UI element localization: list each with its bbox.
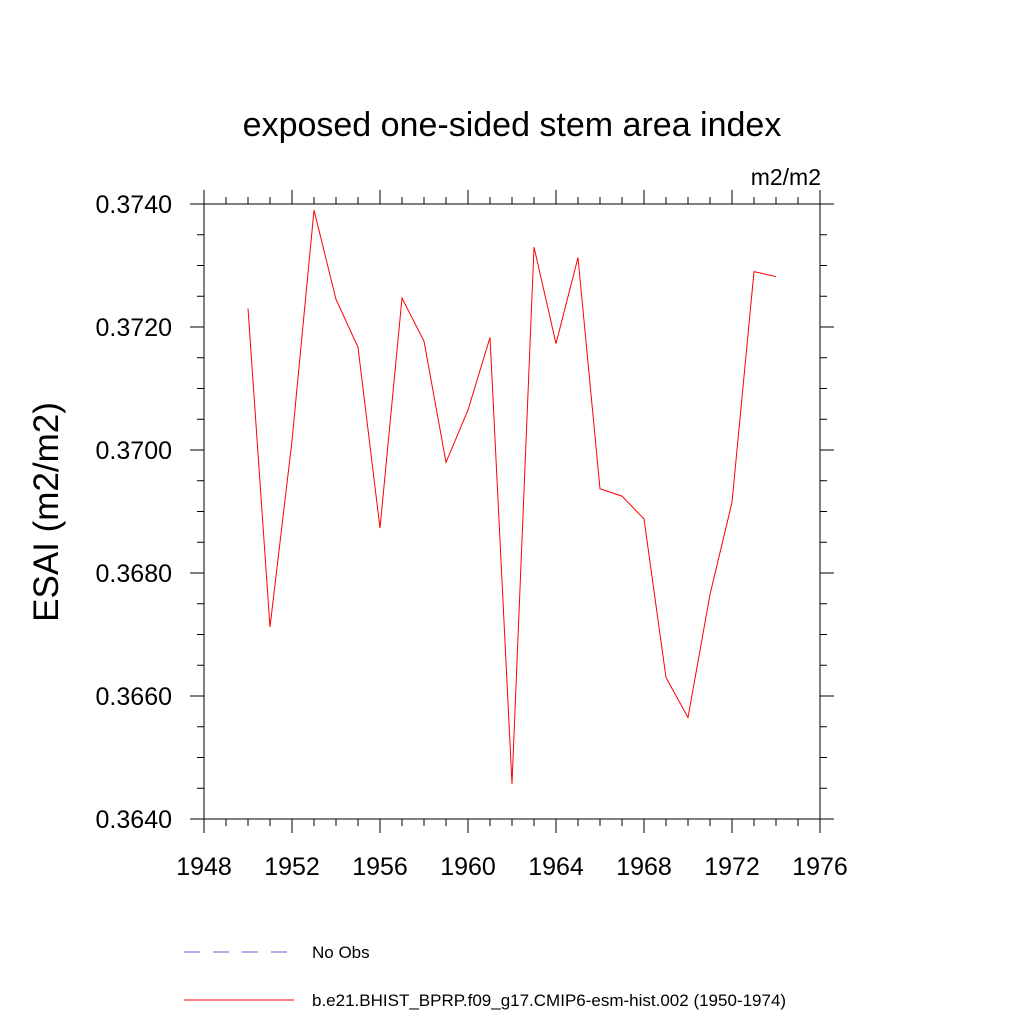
y-tick-label: 0.3660 [96,683,172,711]
x-tick-label: 1972 [704,853,760,881]
data-point [753,271,754,272]
x-tick-label: 1960 [440,853,496,881]
data-point [335,299,336,300]
x-tick-label: 1952 [264,853,320,881]
legend-label-model: b.e21.BHIST_BPRP.f09_g17.CMIP6-esm-hist.… [312,991,786,1010]
units-label: m2/m2 [751,164,821,190]
data-point [555,343,556,344]
legend: No Obs b.e21.BHIST_BPRP.f09_g17.CMIP6-es… [184,943,786,1010]
x-tick-label: 1976 [792,853,848,881]
data-point [401,297,402,298]
data-point [731,502,732,503]
minor-ticks [197,197,827,826]
y-axis-label: ESAI (m2/m2) [27,402,66,622]
y-tick-labels: 0.3640 0.3660 0.3680 0.3700 0.3720 0.3740 [96,191,172,834]
chart-title: exposed one-sided stem area index [243,106,782,144]
series-line [247,210,777,784]
y-tick-label: 0.3700 [96,437,172,465]
data-point [577,257,578,258]
x-tick-label: 1948 [176,853,232,881]
data-point [379,528,380,529]
data-point [357,347,358,348]
y-tick-label: 0.3720 [96,314,172,342]
data-point [621,496,622,497]
data-point [423,341,424,342]
data-point [467,409,468,410]
data-point [291,440,292,441]
data-point [709,594,710,595]
x-tick-label: 1956 [352,853,408,881]
plot-frame [203,203,821,820]
x-tick-label: 1964 [528,853,584,881]
y-tick-label: 0.3740 [96,191,172,219]
data-point [533,246,534,247]
y-tick-label: 0.3640 [96,806,172,834]
data-point [247,308,248,309]
data-point [775,276,776,277]
data-point [511,783,512,784]
data-point [269,627,270,628]
y-tick-label: 0.3680 [96,560,172,588]
data-point [665,677,666,678]
data-point [313,210,314,211]
major-ticks [190,190,834,833]
legend-label-no-obs: No Obs [312,943,370,962]
data-point [489,337,490,338]
data-point [599,488,600,489]
data-point [643,518,644,519]
series-group [247,210,777,784]
x-tick-label: 1968 [616,853,672,881]
x-tick-labels: 1948 1952 1956 1960 1964 1968 1972 1976 [176,853,848,881]
data-point [445,462,446,463]
data-point [687,717,688,718]
